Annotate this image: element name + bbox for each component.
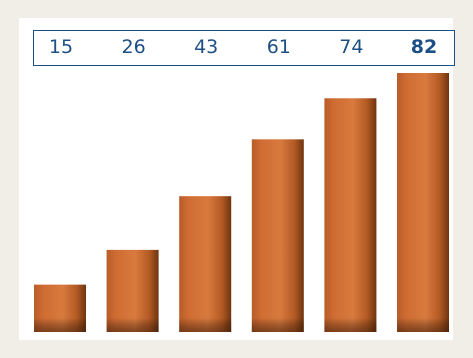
value-label-06: 74 [339,36,364,58]
value-label-03: 26 [121,36,146,58]
bar-06 [324,98,377,332]
value-label-row: 15 26 43 61 74 82 [33,30,455,66]
chart-panel: 15 26 43 61 74 82 020304050607 [19,18,455,340]
value-label-07: 82 [410,36,438,58]
bar-07 [397,73,449,332]
value-label-04: 43 [194,36,219,58]
bar-03 [106,249,159,332]
bar-chart: 020304050607 [34,73,449,332]
bar-02 [34,284,86,332]
bar-04 [179,196,232,332]
bar-05 [251,139,304,332]
value-label-02: 15 [48,36,74,58]
value-label-05: 61 [266,36,291,58]
